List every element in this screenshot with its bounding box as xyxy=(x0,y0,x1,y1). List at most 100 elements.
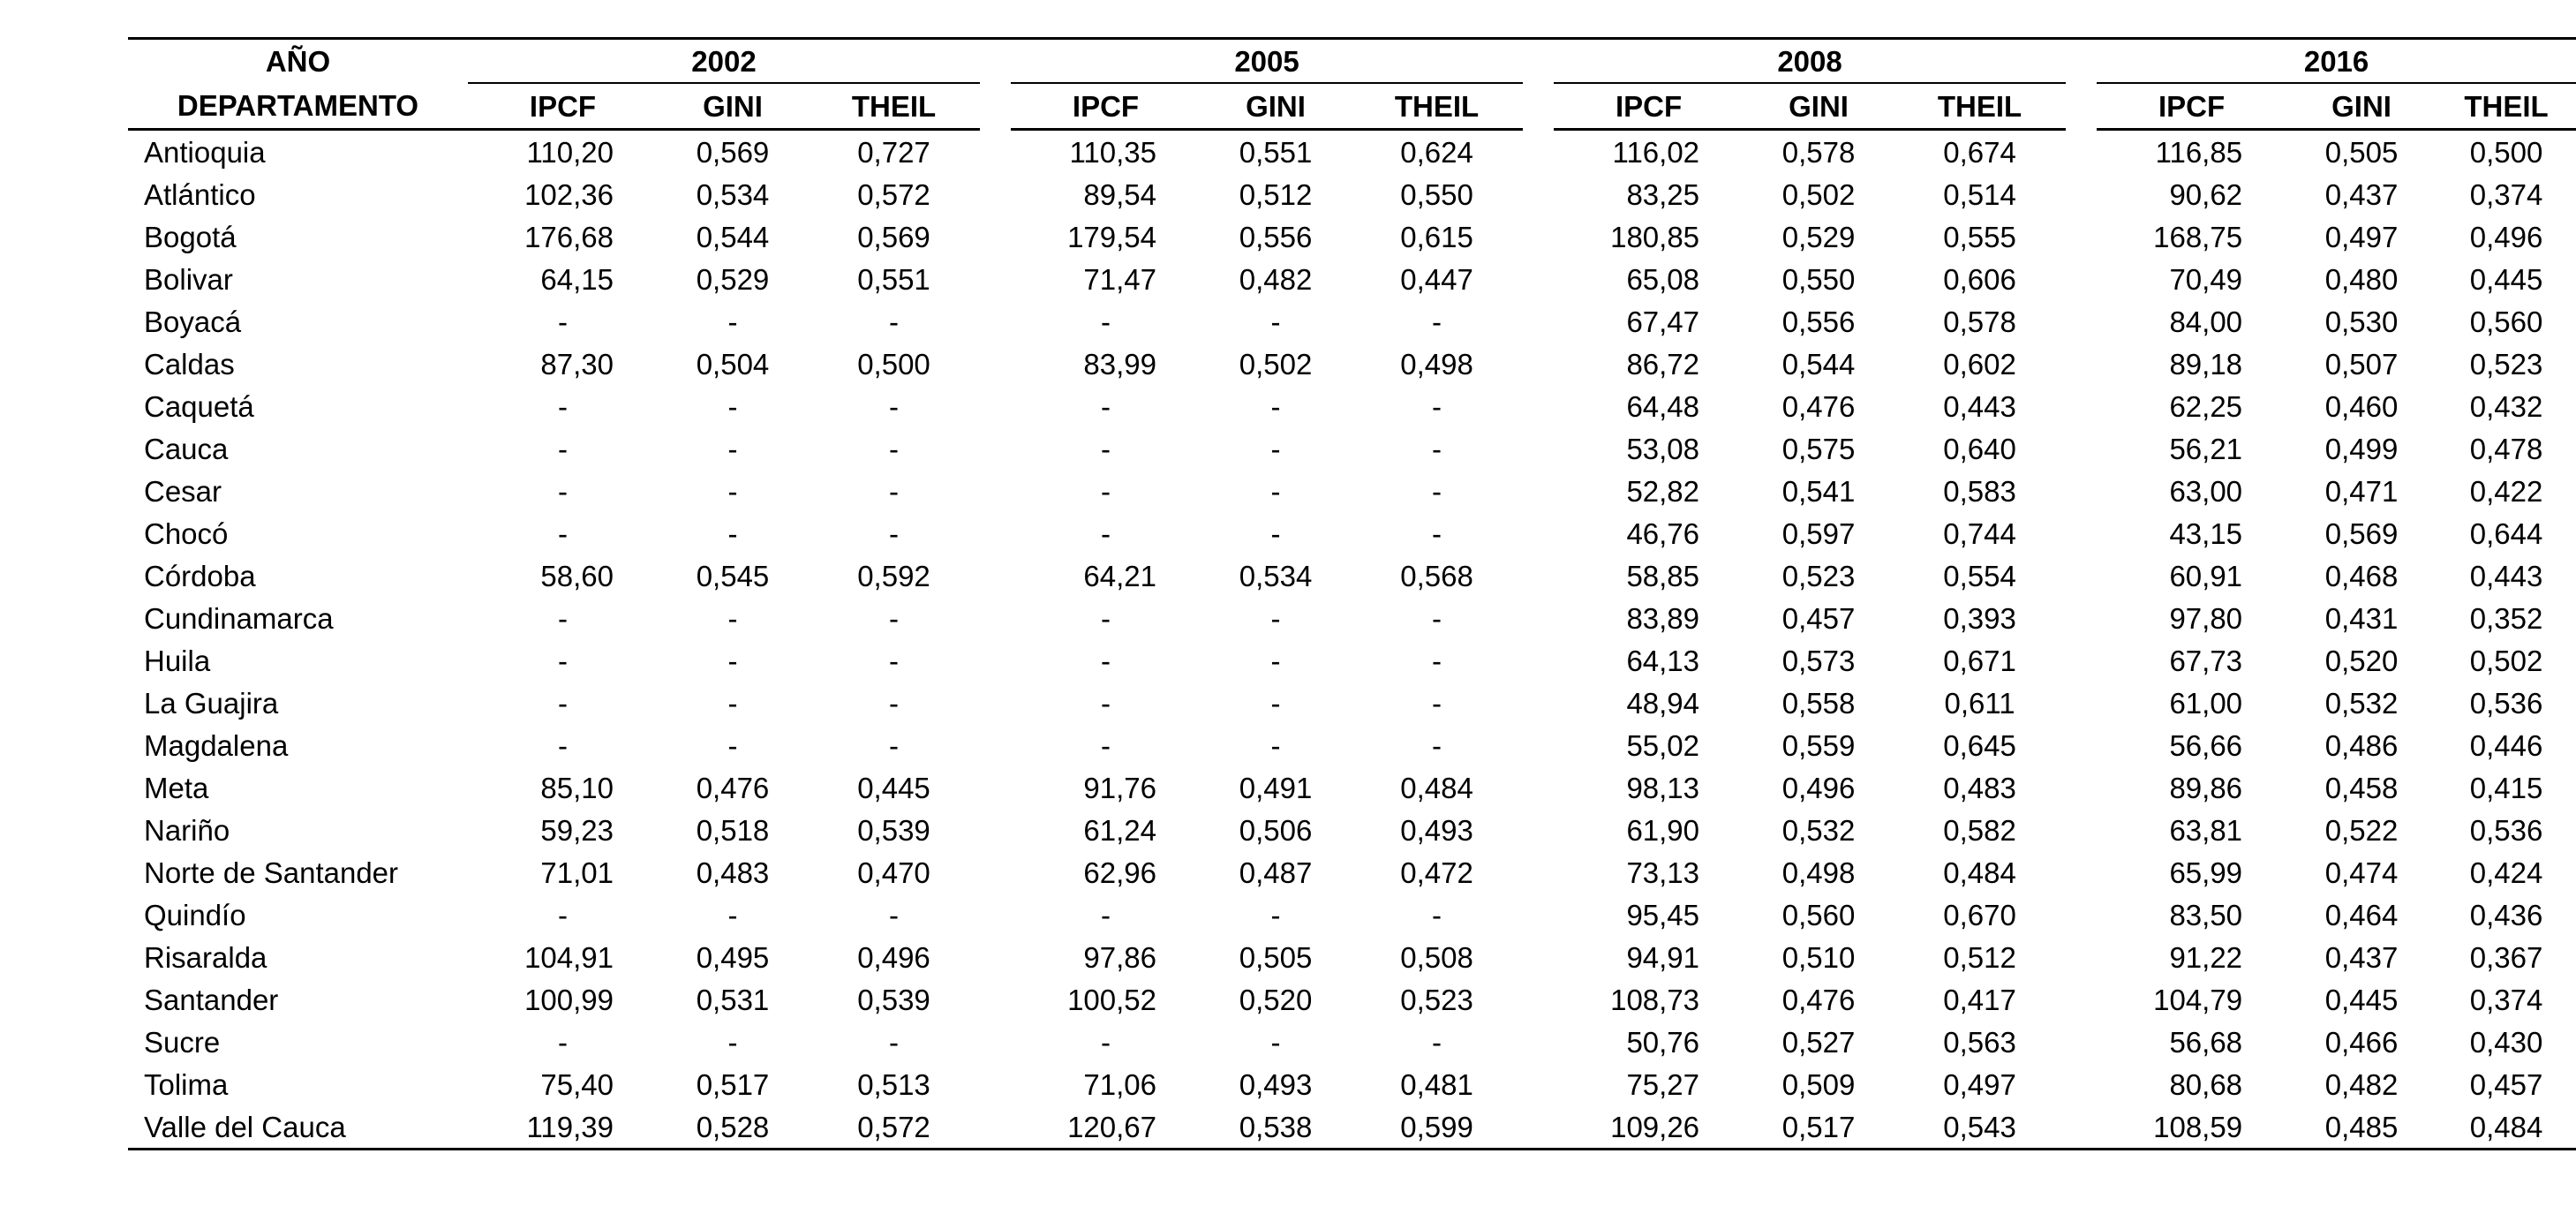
group-gap xyxy=(2066,936,2097,978)
value-cell-2008-ipcf: 94,91 xyxy=(1626,940,1700,974)
value-cell-2005-gini: 0,556 xyxy=(1239,220,1313,253)
value-cell-2002-ipcf: 64,15 xyxy=(540,262,614,296)
metric-header-row: DEPARTAMENTO IPCF GINI THEIL IPCF GINI THEIL IP… xyxy=(128,83,2576,131)
value-cell-2008-theil: 0,543 xyxy=(1943,1110,2016,1143)
group-gap xyxy=(2066,1063,2097,1105)
value-cell-2008-gini: 0,498 xyxy=(1781,856,1856,889)
table-row: Caquetá - - - - - - 64,48 0,476 0,443 62,25 0,460 0,… xyxy=(128,385,2576,427)
department-cell: Cundinamarca xyxy=(144,601,334,635)
metric-header-2008-theil: THEIL xyxy=(1894,83,2067,131)
value-cell-2008-theil: 0,611 xyxy=(1944,686,2015,720)
value-cell-2016-gini: 0,466 xyxy=(2324,1025,2399,1059)
group-gap xyxy=(1523,1021,1554,1063)
value-cell-2016-theil: 0,367 xyxy=(2469,940,2543,974)
value-cell-2016-gini: 0,505 xyxy=(2324,135,2399,169)
value-cell-2016-ipcf: 89,86 xyxy=(2169,771,2243,804)
value-cell-2005-ipcf: 120,67 xyxy=(1067,1110,1157,1143)
table-row: Bolivar 64,15 0,529 0,551 71,47 0,482 0,447 65,… xyxy=(128,258,2576,300)
value-cell-2002-ipcf: 102,36 xyxy=(524,177,614,211)
value-cell-2008-theil: 0,497 xyxy=(1943,1067,2016,1101)
value-cell-2002-theil: - xyxy=(889,305,899,338)
value-cell-2016-ipcf: 84,00 xyxy=(2169,305,2243,338)
value-cell-2005-gini: 0,491 xyxy=(1239,771,1313,804)
value-cell-2008-ipcf: 55,02 xyxy=(1626,728,1700,762)
value-cell-2008-theil: 0,555 xyxy=(1943,220,2016,253)
value-cell-2002-ipcf: - xyxy=(558,389,568,423)
value-cell-2002-gini: 0,528 xyxy=(696,1110,770,1143)
value-cell-2016-ipcf: 108,59 xyxy=(2153,1110,2243,1143)
group-gap xyxy=(1523,39,1554,84)
group-gap xyxy=(2066,809,2097,851)
value-cell-2008-gini: 0,527 xyxy=(1781,1025,1856,1059)
value-cell-2016-gini: 0,437 xyxy=(2324,177,2399,211)
group-gap xyxy=(1523,766,1554,809)
group-gap xyxy=(1523,724,1554,766)
value-cell-2008-ipcf: 180,85 xyxy=(1610,220,1700,253)
group-gap xyxy=(980,851,1011,893)
value-cell-2005-gini: 0,534 xyxy=(1239,559,1313,592)
group-gap xyxy=(2066,173,2097,215)
value-cell-2008-theil: 0,514 xyxy=(1943,177,2016,211)
value-cell-2005-ipcf: - xyxy=(1101,601,1111,635)
value-cell-2002-gini: - xyxy=(727,644,738,677)
value-cell-2005-theil: 0,472 xyxy=(1400,856,1473,889)
value-cell-2016-gini: 0,485 xyxy=(2324,1110,2399,1143)
value-cell-2016-theil: 0,536 xyxy=(2469,813,2543,847)
department-cell: Norte de Santander xyxy=(144,856,399,889)
group-gap xyxy=(980,936,1011,978)
table-row: Bogotá 176,68 0,544 0,569 179,54 0,556 0,615 18… xyxy=(128,215,2576,258)
value-cell-2005-ipcf: - xyxy=(1101,898,1111,931)
value-cell-2005-gini: 0,506 xyxy=(1239,813,1313,847)
value-cell-2005-theil: 0,615 xyxy=(1400,220,1473,253)
value-cell-2016-ipcf: 56,68 xyxy=(2169,1025,2243,1059)
group-gap xyxy=(2066,893,2097,936)
value-cell-2016-ipcf: 116,85 xyxy=(2155,135,2243,169)
value-cell-2008-ipcf: 65,08 xyxy=(1626,262,1700,296)
value-cell-2016-gini: 0,532 xyxy=(2324,686,2399,720)
value-cell-2002-theil: 0,569 xyxy=(857,220,930,253)
value-cell-2008-theil: 0,554 xyxy=(1943,559,2016,592)
group-gap xyxy=(1523,343,1554,385)
table-row: Cauca - - - - - - 53,08 0,575 0,640 56,21 0,499 0,47… xyxy=(128,427,2576,470)
value-cell-2002-ipcf: - xyxy=(558,474,568,508)
value-cell-2008-gini: 0,575 xyxy=(1781,432,1856,465)
value-cell-2016-theil: 0,644 xyxy=(2469,516,2543,550)
value-cell-2016-theil: 0,424 xyxy=(2469,856,2543,889)
value-cell-2005-theil: 0,599 xyxy=(1400,1110,1473,1143)
group-gap xyxy=(1523,936,1554,978)
value-cell-2008-gini: 0,517 xyxy=(1781,1110,1856,1143)
value-cell-2002-ipcf: 119,39 xyxy=(526,1110,614,1143)
value-cell-2002-gini: - xyxy=(727,474,738,508)
value-cell-2008-theil: 0,393 xyxy=(1943,601,2016,635)
table-row: Atlántico 102,36 0,534 0,572 89,54 0,512 0,550… xyxy=(128,173,2576,215)
table-header: AÑO 2002 2005 2008 2016 DEPARTAMENTO IPCF GINI T… xyxy=(128,38,2576,131)
year-header-row: AÑO 2002 2005 2008 2016 xyxy=(128,38,2576,84)
group-gap xyxy=(1523,851,1554,893)
table-row: Meta 85,10 0,476 0,445 91,76 0,491 0,484 98,13 0… xyxy=(128,766,2576,809)
group-gap xyxy=(980,639,1011,682)
value-cell-2016-theil: 0,560 xyxy=(2469,305,2543,338)
value-cell-2002-theil: - xyxy=(889,728,899,762)
value-cell-2002-gini: 0,495 xyxy=(696,940,770,974)
value-cell-2016-ipcf: 62,25 xyxy=(2169,389,2243,423)
value-cell-2002-theil: 0,445 xyxy=(857,771,930,804)
value-cell-2002-gini: 0,504 xyxy=(696,347,770,381)
department-cell: Tolima xyxy=(144,1067,229,1101)
value-cell-2005-gini: 0,551 xyxy=(1239,135,1313,169)
group-gap xyxy=(980,597,1011,639)
value-cell-2002-ipcf: - xyxy=(558,432,568,465)
value-cell-2008-gini: 0,550 xyxy=(1781,262,1856,296)
metric-header-2002-gini: GINI xyxy=(658,83,808,131)
value-cell-2002-ipcf: 87,30 xyxy=(540,347,614,381)
value-cell-2016-theil: 0,457 xyxy=(2469,1067,2543,1101)
group-gap xyxy=(2066,978,2097,1021)
value-cell-2008-gini: 0,476 xyxy=(1781,983,1856,1016)
value-cell-2008-gini: 0,502 xyxy=(1781,177,1856,211)
metric-header-2005-ipcf: IPCF xyxy=(1011,83,1201,131)
value-cell-2016-ipcf: 80,68 xyxy=(2169,1067,2243,1101)
value-cell-2005-gini: 0,502 xyxy=(1239,347,1313,381)
value-cell-2016-ipcf: 90,62 xyxy=(2169,177,2243,211)
value-cell-2016-gini: 0,486 xyxy=(2324,728,2399,762)
table-row: Santander 100,99 0,531 0,539 100,52 0,520 0,52… xyxy=(128,978,2576,1021)
value-cell-2008-gini: 0,556 xyxy=(1781,305,1856,338)
